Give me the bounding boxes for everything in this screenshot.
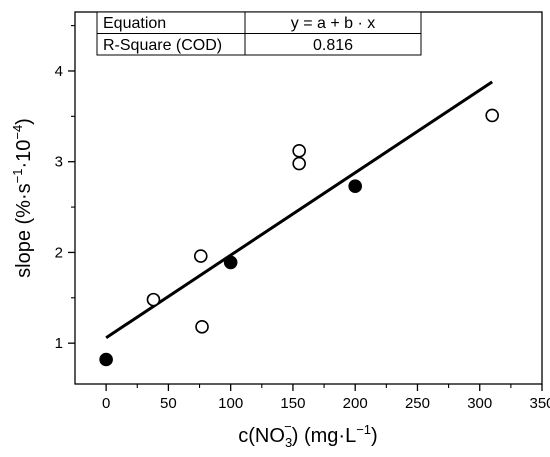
- y-title-sup: −1: [10, 169, 25, 184]
- x-tick-label: 350: [529, 395, 550, 412]
- x-tick-label: 0: [102, 395, 110, 412]
- data-point-filled: [99, 352, 113, 367]
- x-tick-label: 150: [280, 395, 305, 412]
- x-title-end: ): [371, 425, 378, 447]
- tick-labels: 0 50 100 150 200 250 300 350 1 2 3 4: [55, 63, 550, 412]
- fit-line: [105, 80, 494, 339]
- table-value-r-square: 0.816: [313, 37, 353, 54]
- table-label-r-square: R-Square (COD): [103, 37, 222, 54]
- x-title-suffix: ) (mg·L: [292, 425, 356, 447]
- table-label-equation: Equation: [103, 15, 166, 32]
- x-title-sub: 3: [285, 435, 292, 450]
- x-tick-label: 50: [160, 395, 177, 412]
- x-tick-label: 300: [467, 395, 492, 412]
- data-points: [99, 108, 499, 367]
- data-point-open: [292, 144, 306, 158]
- x-title-sup2: −1: [356, 422, 371, 437]
- data-point-open: [193, 249, 208, 263]
- y-tick-label: 4: [55, 63, 63, 80]
- y-tick-label: 2: [55, 244, 63, 261]
- y-title-end: ): [13, 118, 35, 125]
- stats-table: Equation y = a + b · x R-Square (COD) 0.…: [96, 11, 422, 56]
- y-title-prefix: slope (%·s: [13, 183, 35, 277]
- x-title-prefix: c(NO: [238, 425, 285, 447]
- y-tick-label: 3: [55, 154, 63, 171]
- x-title-sup: −: [284, 419, 292, 434]
- table-value-equation: y = a + b · x: [291, 15, 375, 32]
- data-point-open: [485, 108, 499, 123]
- data-point-filled: [348, 179, 363, 194]
- data-point-open: [146, 292, 161, 307]
- y-title-mid: ·10: [13, 140, 35, 169]
- x-axis-title: c(NO3−) (mg·L−1): [238, 419, 377, 450]
- x-tick-label: 100: [218, 395, 243, 412]
- y-tick-label: 1: [55, 335, 63, 352]
- x-tick-label: 200: [343, 395, 368, 412]
- data-point-open: [195, 320, 209, 334]
- axis-ticks: [68, 25, 543, 391]
- data-point-open: [292, 156, 306, 171]
- y-axis-title: slope (%·s−1·10−4): [10, 118, 35, 278]
- plot-frame: [74, 11, 543, 385]
- x-tick-label: 250: [405, 395, 430, 412]
- y-title-sup2: −4: [10, 125, 25, 140]
- data-point-filled: [223, 255, 238, 270]
